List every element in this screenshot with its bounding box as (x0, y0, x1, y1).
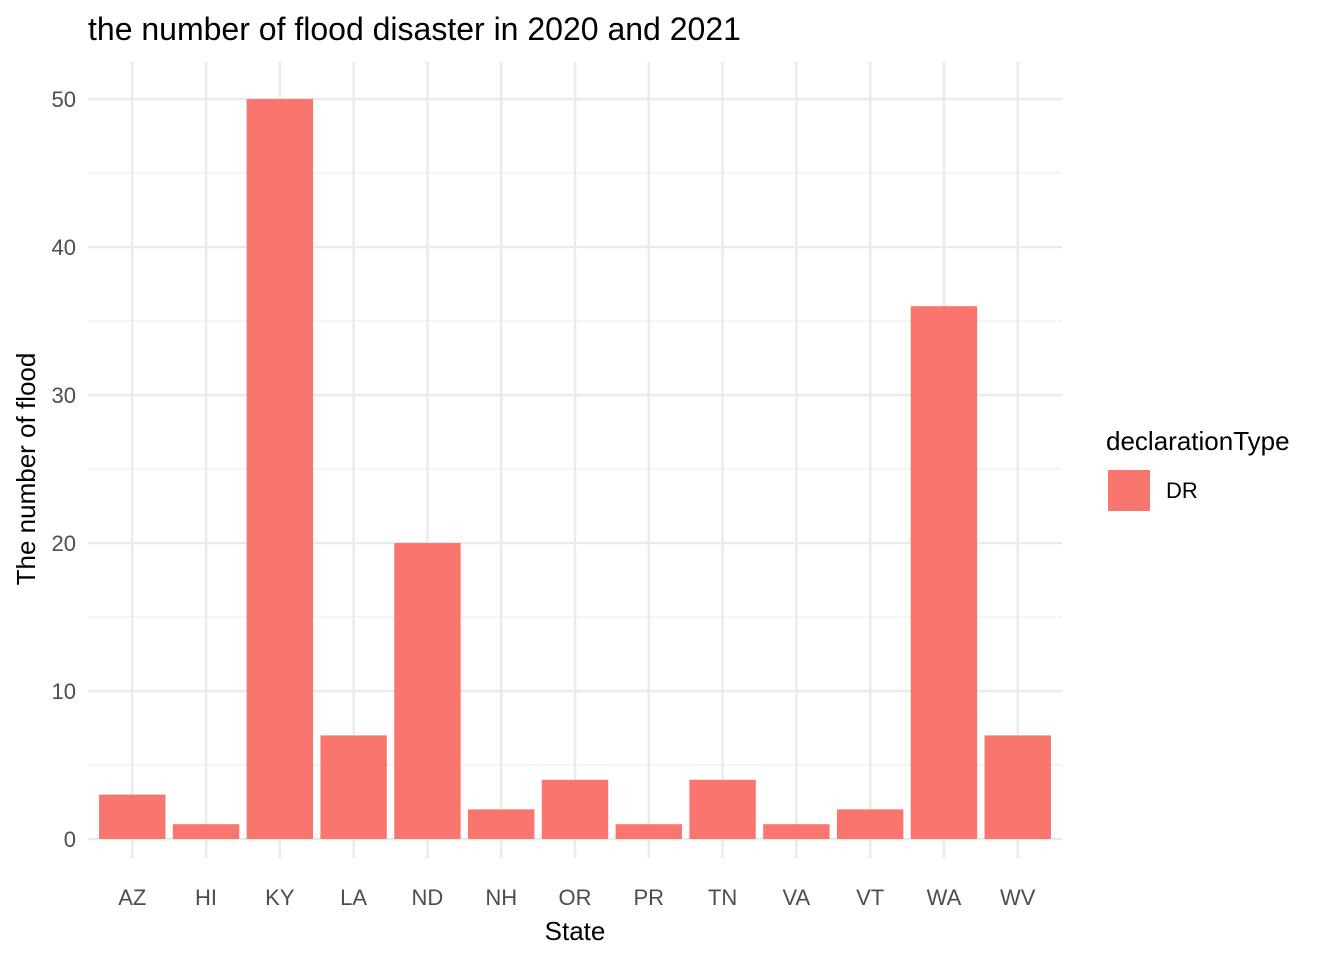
y-axis-ticks: 0 10 20 30 40 50 (52, 87, 76, 852)
bar-ky (246, 99, 314, 839)
bar-wa (910, 306, 978, 839)
legend: declarationType DR (1106, 426, 1290, 511)
x-tick-label-or: OR (559, 885, 592, 910)
bars (99, 99, 1051, 839)
y-tick-label: 10 (52, 679, 76, 704)
x-tick-label-tn: TN (708, 885, 737, 910)
x-axis-ticks: AZ HI KY LA ND NH OR PR TN VA VT WA WV (118, 885, 1036, 910)
bar-nd (394, 543, 461, 839)
x-tick-label-la: LA (340, 885, 367, 910)
bar-wv (984, 735, 1051, 839)
x-tick-label-az: AZ (118, 885, 146, 910)
x-tick-label-ky: KY (265, 885, 295, 910)
y-tick-label: 50 (52, 87, 76, 112)
y-tick-label: 0 (64, 827, 76, 852)
x-tick-label-vt: VT (856, 885, 884, 910)
bar-la (320, 735, 387, 839)
y-tick-label: 30 (52, 383, 76, 408)
bar-or (541, 779, 609, 839)
bar-nh (468, 809, 535, 839)
x-tick-label-nd: ND (412, 885, 444, 910)
bar-az (99, 794, 166, 839)
x-tick-label-nh: NH (485, 885, 517, 910)
x-tick-label-pr: PR (634, 885, 665, 910)
y-axis-title: The number of flood (11, 353, 41, 586)
x-tick-label-wa: WA (927, 885, 962, 910)
chart-title: the number of flood disaster in 2020 and… (88, 11, 741, 47)
bar-vt (836, 809, 904, 839)
bar-va (763, 824, 830, 839)
legend-swatch-dr (1108, 470, 1150, 511)
x-tick-label-wv: WV (1000, 885, 1036, 910)
bar-hi (172, 824, 240, 839)
x-tick-label-hi: HI (195, 885, 217, 910)
y-tick-label: 20 (52, 531, 76, 556)
legend-label-dr: DR (1166, 478, 1198, 503)
y-tick-label: 40 (52, 235, 76, 260)
x-tick-label-va: VA (783, 885, 811, 910)
x-axis-title: State (545, 916, 606, 946)
bar-pr (615, 824, 682, 839)
bar-tn (689, 779, 756, 839)
legend-title: declarationType (1106, 426, 1290, 456)
